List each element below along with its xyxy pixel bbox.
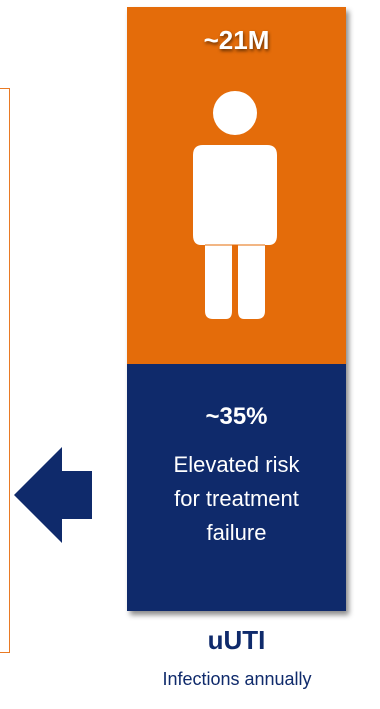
bottom-stat: ~35% <box>205 403 268 430</box>
risk-description: Elevated risk for treatment failure <box>127 448 346 550</box>
top-stat: ~21M <box>203 25 270 55</box>
left-panel-border <box>0 88 10 653</box>
stat-column: ~21M ~35% Elevated risk for treatment fa… <box>127 7 346 611</box>
condition-title: uUTI <box>207 625 266 655</box>
risk-description-line: failure <box>206 520 267 545</box>
column-bottom-section <box>127 364 346 611</box>
left-arrow-icon <box>14 447 92 543</box>
risk-description-line: for treatment <box>174 486 299 511</box>
person-icon <box>193 91 277 319</box>
risk-description-line: Elevated risk <box>173 452 300 477</box>
condition-subtitle: Infections annually <box>162 669 312 689</box>
